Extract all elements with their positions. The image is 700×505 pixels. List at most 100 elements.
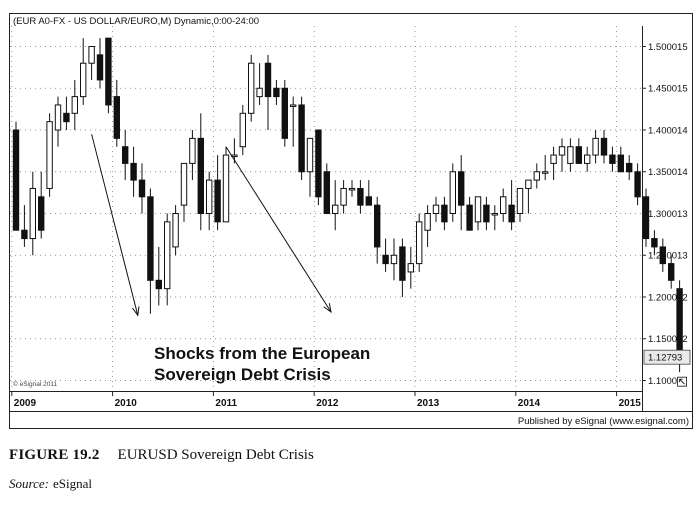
candle (508, 180, 515, 231)
figure-title: EURUSD Sovereign Debt Crisis (117, 447, 314, 463)
y-tick-label: 1.200012 (648, 293, 688, 304)
candle-body-down (466, 204, 473, 231)
candle (96, 38, 104, 89)
candle (315, 129, 322, 206)
candle-body-down (508, 204, 515, 223)
candle-body-up (533, 171, 540, 181)
candle (290, 96, 297, 147)
candle (273, 79, 280, 105)
candle-body-down (357, 187, 364, 206)
candle (626, 155, 633, 181)
annotation-line: Sovereign Debt Crisis (154, 365, 331, 384)
candle (659, 238, 666, 272)
candle (248, 54, 255, 122)
candle-body-up (432, 204, 440, 215)
chart-frame (9, 13, 693, 429)
arrow-line (225, 146, 332, 313)
candle (206, 171, 213, 231)
candle-body-up (29, 187, 37, 240)
candle (609, 146, 616, 172)
candle-body-down (155, 279, 163, 290)
candle (399, 238, 406, 298)
candle-body-down (273, 87, 280, 98)
x-tick-label: 2014 (518, 398, 541, 409)
y-tick-label: 1.500015 (648, 42, 688, 53)
y-tick-label: 1.300013 (648, 209, 688, 220)
candle-body-down (642, 196, 650, 240)
candle-body-down (38, 196, 45, 231)
candle (222, 146, 230, 223)
x-tick-label: 2010 (115, 398, 138, 409)
candle (264, 54, 272, 131)
candle (348, 180, 356, 197)
candle (239, 104, 247, 156)
candle (668, 255, 675, 289)
candle (567, 138, 574, 172)
annotation-line: Shocks from the European (154, 344, 370, 363)
candle-body-down (399, 246, 406, 281)
candle (365, 180, 373, 206)
candle-body-down (130, 162, 137, 181)
candle (474, 196, 482, 231)
candle (516, 187, 524, 222)
figure-number: FIGURE 19.2 (9, 447, 100, 463)
x-tick-label: 2015 (619, 398, 642, 409)
candle-body-down (96, 54, 104, 81)
candle (390, 238, 398, 281)
candle (197, 113, 205, 231)
candle (483, 196, 490, 231)
candle-body-down (21, 229, 28, 240)
candle-body-down (668, 263, 675, 281)
candle (533, 163, 540, 189)
candle (63, 96, 70, 131)
candle (340, 180, 347, 214)
candle (542, 155, 549, 181)
x-tick-label: 2012 (316, 398, 339, 409)
candle-body-down (617, 154, 624, 173)
candle (281, 79, 289, 147)
candle (432, 196, 440, 222)
candle (71, 79, 78, 131)
candle (155, 246, 163, 306)
candle (424, 205, 431, 247)
candle-body-up (239, 112, 247, 148)
candle (122, 130, 129, 181)
candle (180, 162, 188, 222)
candle (458, 155, 465, 231)
chart-canvas: (EUR A0-FX - US DOLLAR/EURO,M) Dynamic,0… (9, 13, 693, 429)
candle (130, 146, 137, 197)
candle-body-up (256, 87, 263, 98)
cursor-icon (677, 376, 687, 387)
figure-caption: FIGURE 19.2 EURUSD Sovereign Debt Crisis (9, 447, 314, 464)
candle-body-down (147, 196, 154, 281)
candle-body-up (290, 104, 297, 107)
candle-body-down (441, 204, 448, 223)
candle-body-up (206, 179, 213, 215)
candle-body-up (449, 171, 457, 215)
candle-body-up (567, 146, 574, 164)
y-tick-label: 1.400014 (648, 126, 688, 137)
candle-body-down (281, 87, 289, 139)
candle-body-up (390, 254, 398, 265)
y-tick-label: 1.350014 (648, 167, 688, 178)
figure-source: Source: eSignal (9, 476, 92, 492)
candle (651, 230, 658, 256)
candle-body-up (550, 154, 557, 164)
candle-body-up (88, 46, 95, 64)
candle (600, 130, 608, 164)
y-tick-label: 1.450015 (648, 84, 688, 95)
candle (592, 130, 599, 164)
source-label: Source: (9, 476, 49, 491)
candle-body-up (500, 196, 507, 215)
eurusd-chart: (EUR A0-FX - US DOLLAR/EURO,M) Dynamic,0… (9, 13, 693, 429)
candle-body-down (483, 204, 490, 223)
arrow-head (323, 303, 332, 314)
y-tick-label: 1.150012 (648, 334, 688, 345)
x-tick-label: 2009 (14, 398, 37, 409)
candle-body-down (634, 171, 641, 198)
arrow-head (132, 306, 140, 317)
candle-body-down (315, 129, 322, 198)
candle-body-down (382, 254, 389, 265)
candle-body-up (474, 196, 482, 223)
candle-body-down (122, 146, 129, 164)
